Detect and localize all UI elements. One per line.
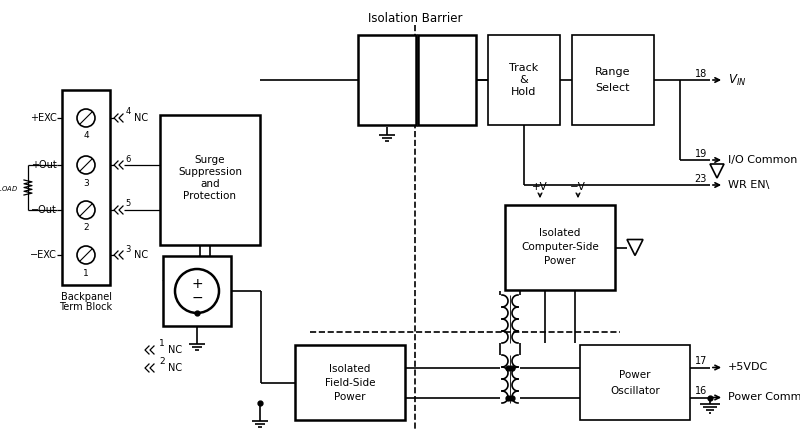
Text: NC: NC	[134, 250, 148, 260]
Text: Range: Range	[595, 67, 630, 77]
Text: 23: 23	[694, 174, 707, 184]
Text: 2: 2	[159, 357, 165, 365]
Text: +EXC: +EXC	[30, 113, 57, 123]
Bar	[163, 256, 231, 326]
Text: Power Common: Power Common	[728, 392, 800, 403]
Text: −V: −V	[570, 182, 586, 192]
Text: 18: 18	[694, 69, 707, 79]
Text: 5: 5	[126, 199, 130, 208]
Text: +Out: +Out	[31, 160, 57, 170]
Bar	[580, 345, 690, 420]
Text: 4: 4	[83, 131, 89, 141]
Text: Isolated: Isolated	[330, 364, 370, 374]
Text: 17: 17	[694, 357, 707, 367]
Text: NC: NC	[168, 363, 182, 373]
Text: 19: 19	[694, 149, 707, 159]
Text: +V: +V	[532, 182, 548, 192]
Text: 3: 3	[126, 244, 130, 254]
Bar	[160, 115, 260, 245]
Text: Isolated: Isolated	[539, 229, 581, 239]
Text: Backpanel: Backpanel	[61, 292, 111, 302]
Text: and: and	[200, 179, 220, 189]
Bar	[488, 35, 560, 125]
Bar	[358, 35, 416, 125]
Text: Select: Select	[596, 83, 630, 93]
Text: 1: 1	[83, 268, 89, 278]
Text: Power: Power	[619, 370, 650, 379]
Bar	[295, 345, 405, 420]
Text: Oscillator: Oscillator	[610, 385, 660, 396]
Bar	[418, 35, 476, 125]
Text: Power: Power	[544, 257, 576, 266]
Text: 16: 16	[694, 386, 707, 396]
Text: 3: 3	[83, 179, 89, 187]
Text: Surge: Surge	[194, 155, 226, 165]
Text: $R_{LOAD}$: $R_{LOAD}$	[0, 180, 18, 194]
Text: Term Block: Term Block	[59, 302, 113, 312]
Text: −: −	[191, 291, 203, 305]
Text: NC: NC	[168, 345, 182, 355]
Text: I/O Common: I/O Common	[728, 155, 798, 165]
Text: −Out: −Out	[31, 205, 57, 215]
Text: 6: 6	[126, 155, 130, 163]
Text: Isolation Barrier: Isolation Barrier	[368, 11, 462, 25]
Text: Suppression: Suppression	[178, 167, 242, 177]
Text: Track: Track	[510, 63, 538, 73]
Text: Field-Side: Field-Side	[325, 378, 375, 388]
Text: Hold: Hold	[511, 87, 537, 97]
Text: WR EN\: WR EN\	[728, 180, 770, 190]
Text: NC: NC	[134, 113, 148, 123]
Text: 4: 4	[126, 107, 130, 117]
Text: Power: Power	[334, 392, 366, 402]
Text: −EXC: −EXC	[30, 250, 57, 260]
Text: 2: 2	[83, 223, 89, 233]
Text: Protection: Protection	[183, 191, 237, 201]
Text: $V_{IN}$: $V_{IN}$	[728, 72, 746, 88]
Text: 1: 1	[159, 339, 165, 347]
Text: Computer-Side: Computer-Side	[521, 243, 599, 252]
Bar	[505, 205, 615, 290]
Text: +5VDC: +5VDC	[728, 363, 768, 372]
Bar	[62, 90, 110, 285]
Text: &: &	[520, 75, 528, 85]
Bar	[572, 35, 654, 125]
Text: +: +	[191, 277, 203, 291]
